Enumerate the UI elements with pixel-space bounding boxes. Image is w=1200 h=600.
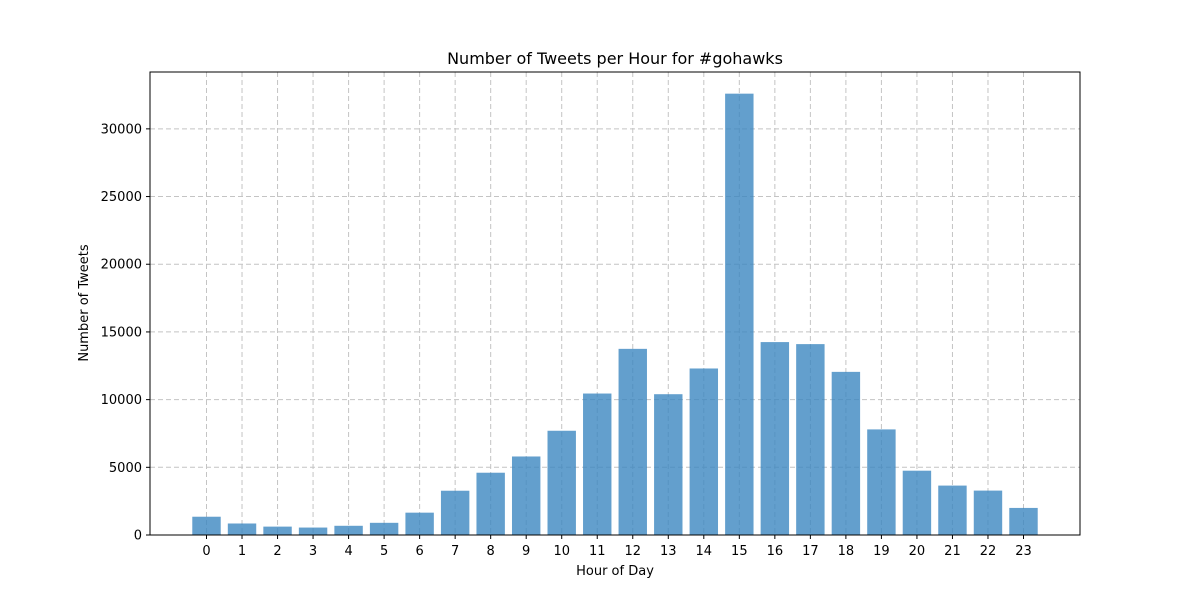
x-tick-label: 4 [344,544,352,559]
x-tick-label: 12 [624,544,641,559]
bar-hour-0 [192,516,221,535]
x-tick-label: 16 [767,544,784,559]
grid-lines [150,72,1080,536]
chart-title: Number of Tweets per Hour for #gohawks [447,49,783,68]
x-tick-label: 15 [731,544,748,559]
x-tick-label: 20 [909,544,926,559]
x-tick-label: 10 [553,544,570,559]
bar-hour-22 [973,490,1003,535]
x-tick-label: 19 [873,544,890,559]
y-axis-ticks: 0 5000 10000 15000 20000 25000 30000 [101,122,150,544]
bar-hour-23 [1009,507,1038,535]
x-tick-label: 7 [451,544,459,559]
x-axis-ticks: 0 1 2 3 4 5 6 7 8 9 10 11 12 13 14 15 16 17 18 19 20 21 22 23 [202,535,1032,559]
y-tick-label: 10000 [101,393,142,408]
x-tick-label: 8 [487,544,495,559]
bars-group [192,93,1038,535]
bar-hour-18 [831,371,861,535]
x-tick-label: 11 [589,544,606,559]
bar-hour-4 [334,525,363,535]
bar-hour-3 [298,527,328,535]
bar-hour-10 [547,430,576,535]
x-tick-label: 23 [1015,544,1032,559]
x-tick-label: 2 [273,544,281,559]
bar-hour-2 [263,526,292,535]
bar-hour-14 [689,368,719,535]
bar-hour-8 [476,472,505,535]
bar-hour-16 [760,342,790,535]
x-tick-label: 5 [380,544,388,559]
y-tick-label: 0 [134,529,142,544]
y-axis-label: Number of Tweets [77,244,92,362]
bar-hour-20 [902,470,932,535]
x-tick-label: 18 [838,544,855,559]
x-tick-label: 3 [309,544,317,559]
bar-hour-5 [369,522,399,535]
bar-hour-17 [796,344,825,535]
bar-hour-21 [938,485,967,535]
y-tick-label: 30000 [101,122,142,137]
y-tick-label: 5000 [109,461,142,476]
x-tick-label: 22 [980,544,997,559]
bar-hour-1 [227,523,257,535]
plot-frame [149,71,1081,536]
x-axis-label: Hour of Day [576,564,654,579]
bar-hour-12 [618,348,647,535]
x-tick-label: 6 [415,544,423,559]
bar-hour-11 [583,393,612,535]
y-tick-label: 25000 [101,190,142,205]
bar-hour-15 [725,93,754,535]
x-tick-label: 21 [944,544,961,559]
x-tick-label: 17 [802,544,819,559]
bar-hour-9 [511,456,541,535]
bar-hour-7 [440,490,470,535]
x-tick-label: 13 [660,544,677,559]
bar-hour-13 [654,394,683,535]
x-tick-label: 0 [202,544,210,559]
x-tick-label: 14 [696,544,713,559]
x-tick-label: 1 [238,544,246,559]
bar-hour-19 [867,429,896,535]
x-tick-label: 9 [522,544,530,559]
bar-hour-6 [405,512,434,535]
y-tick-label: 20000 [101,258,142,273]
y-tick-label: 15000 [101,325,142,340]
